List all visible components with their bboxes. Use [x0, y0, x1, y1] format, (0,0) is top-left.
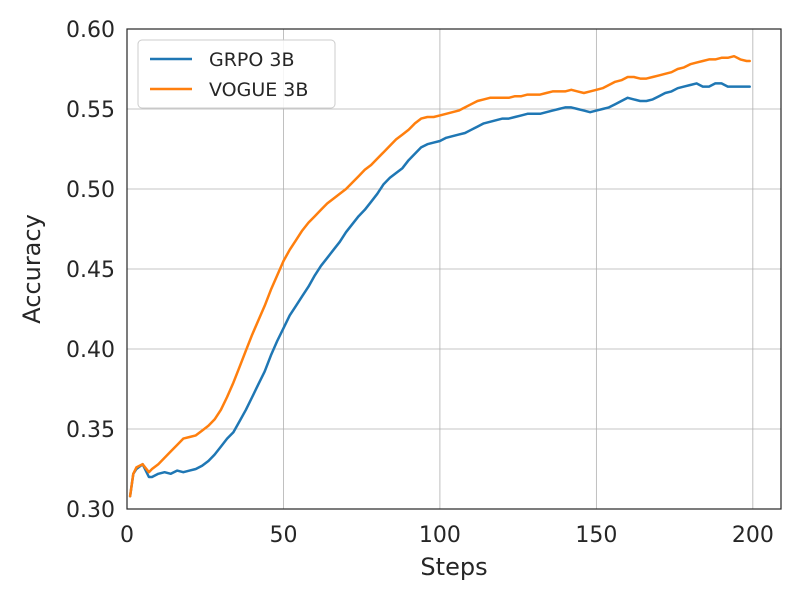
x-tick-label: 150 — [575, 523, 617, 548]
series-lines — [128, 54, 751, 498]
x-tick-label: 0 — [120, 523, 134, 548]
legend-label-grpo: GRPO 3B — [209, 49, 295, 71]
legend-label-vogue: VOGUE 3B — [209, 79, 308, 101]
y-tick-label: 0.35 — [66, 418, 115, 443]
series-line-grpo — [128, 82, 751, 498]
y-tick-label: 0.55 — [66, 98, 115, 123]
x-tick-label: 50 — [269, 523, 297, 548]
grid-lines — [126, 28, 781, 510]
y-tick-label: 0.30 — [66, 498, 115, 523]
legend: GRPO 3B VOGUE 3B — [137, 39, 336, 109]
plot-frame — [126, 28, 782, 510]
x-tick-labels: 0 50 100 150 200 — [120, 523, 774, 548]
y-tick-labels: 0.30 0.35 0.40 0.45 0.50 0.55 0.60 — [66, 18, 115, 523]
y-tick-label: 0.60 — [66, 18, 115, 43]
x-axis-title: Steps — [420, 553, 487, 581]
x-tick-label: 100 — [419, 523, 461, 548]
y-axis-title: Accuracy — [18, 214, 46, 324]
y-tick-label: 0.45 — [66, 258, 115, 283]
y-tick-label: 0.40 — [66, 338, 115, 363]
y-tick-label: 0.50 — [66, 178, 115, 203]
legend-box — [137, 39, 336, 109]
x-tick-label: 200 — [732, 523, 774, 548]
series-line-vogue — [128, 54, 751, 498]
